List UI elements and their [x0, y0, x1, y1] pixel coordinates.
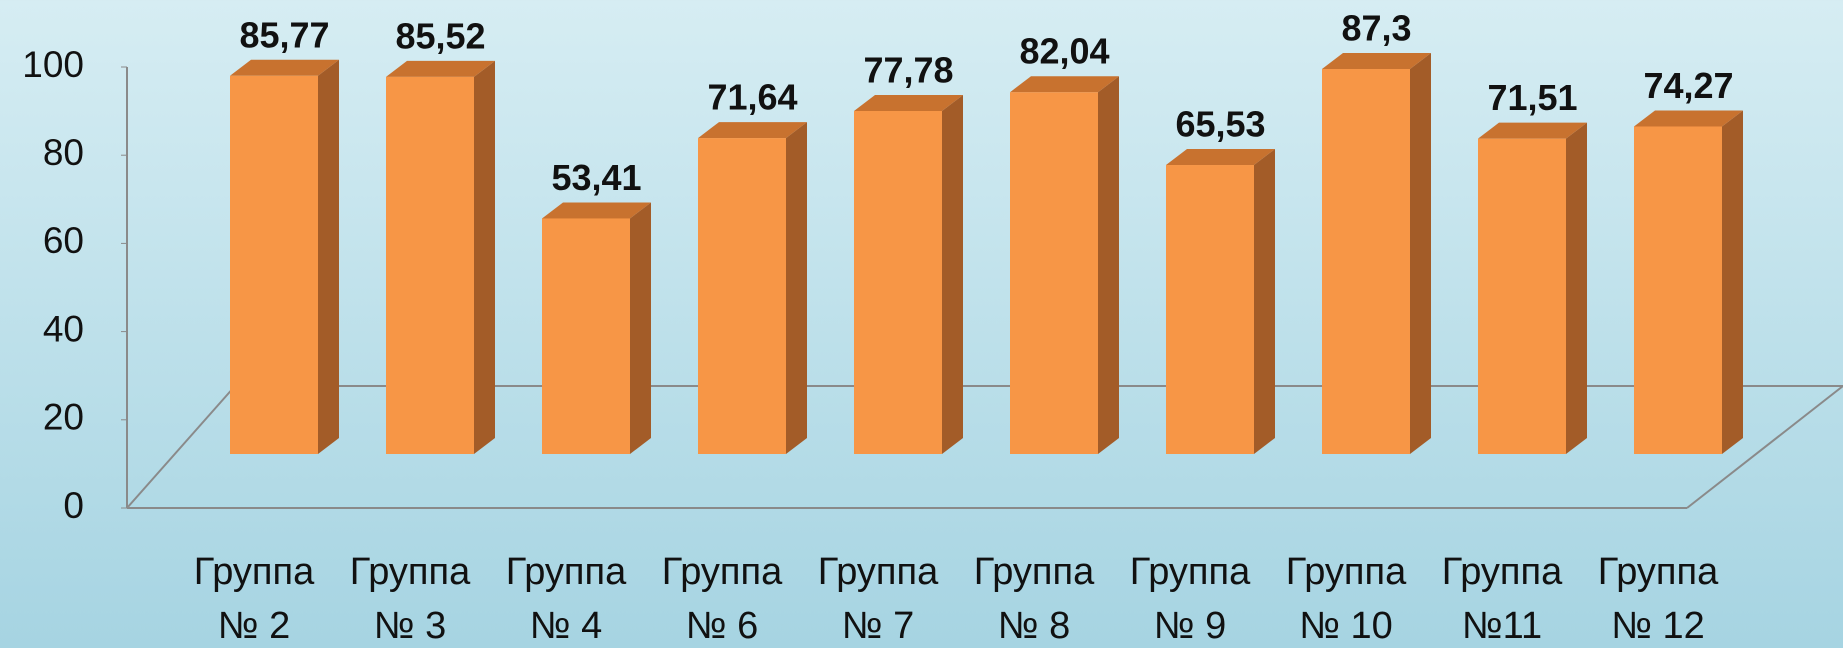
- value-label: 71,64: [707, 77, 797, 118]
- bar-side: [318, 59, 339, 454]
- x-tick-label: Группа № 9: [1129, 551, 1251, 647]
- bar-top: [698, 122, 807, 139]
- bar-top: [386, 60, 495, 77]
- bar: [698, 122, 807, 454]
- bar-side: [474, 60, 495, 454]
- y-tick-label: 80: [43, 132, 84, 173]
- bar-side: [1098, 76, 1119, 454]
- bar: [1634, 110, 1743, 454]
- bar-front: [1634, 126, 1722, 454]
- floor-right: [1686, 385, 1843, 509]
- x-tick-label: Группа № 2: [193, 551, 315, 647]
- bar-top: [854, 94, 963, 111]
- x-tick-label: Группа № 7: [817, 551, 939, 647]
- bar: [1010, 76, 1119, 454]
- bar-front: [1166, 165, 1254, 454]
- bar-front: [386, 76, 474, 454]
- floor-left: [126, 385, 236, 509]
- x-tick-label: Группа № 12: [1597, 551, 1719, 647]
- bar: [386, 60, 495, 454]
- bar: [854, 94, 963, 454]
- bar-front: [854, 110, 942, 454]
- bar: [542, 202, 651, 454]
- bar: [1322, 53, 1431, 455]
- value-label: 65,53: [1175, 104, 1265, 145]
- bar-top: [230, 59, 339, 76]
- x-tick-label: Группа №11: [1441, 551, 1563, 647]
- bar-front: [230, 75, 318, 454]
- bar-front: [1010, 92, 1098, 454]
- y-tick-label: 60: [43, 220, 84, 261]
- bar: [230, 59, 339, 454]
- x-tick-label: Группа № 4: [505, 551, 627, 647]
- bar-top: [1166, 149, 1275, 166]
- bar-front: [1322, 69, 1410, 454]
- y-tick-label: 20: [43, 397, 84, 438]
- value-label: 53,41: [551, 157, 641, 198]
- bar-side: [942, 94, 963, 454]
- bar: [1478, 122, 1587, 454]
- value-label: 85,52: [395, 15, 485, 56]
- bar-side: [630, 202, 651, 454]
- value-label: 85,77: [239, 14, 329, 55]
- bar-side: [1254, 149, 1275, 454]
- bar: [1166, 149, 1275, 454]
- bar-side: [1566, 122, 1587, 454]
- y-tick-label: 0: [63, 485, 84, 526]
- x-tick-label: Группа № 8: [973, 551, 1095, 647]
- y-tick-label: 100: [22, 44, 84, 85]
- value-label: 82,04: [1019, 31, 1109, 72]
- bar-top: [1634, 110, 1743, 127]
- bar-top: [542, 202, 651, 219]
- y-tick-label: 40: [43, 308, 84, 349]
- bar-top: [1478, 122, 1587, 139]
- bar-front: [698, 138, 786, 454]
- bar-side: [1410, 53, 1431, 455]
- bar-front: [1478, 138, 1566, 454]
- bar-side: [786, 122, 807, 454]
- value-label: 74,27: [1643, 65, 1733, 106]
- bar-top: [1010, 76, 1119, 93]
- x-tick-label: Группа № 6: [661, 551, 783, 647]
- bar-top: [1322, 53, 1431, 70]
- x-tick-label: Группа № 10: [1285, 551, 1407, 647]
- bar-front: [542, 218, 630, 454]
- bar-side: [1722, 110, 1743, 454]
- x-tick-label: Группа № 3: [349, 551, 471, 647]
- value-label: 77,78: [863, 50, 953, 91]
- value-label: 87,3: [1341, 8, 1411, 49]
- value-label: 71,51: [1487, 77, 1577, 118]
